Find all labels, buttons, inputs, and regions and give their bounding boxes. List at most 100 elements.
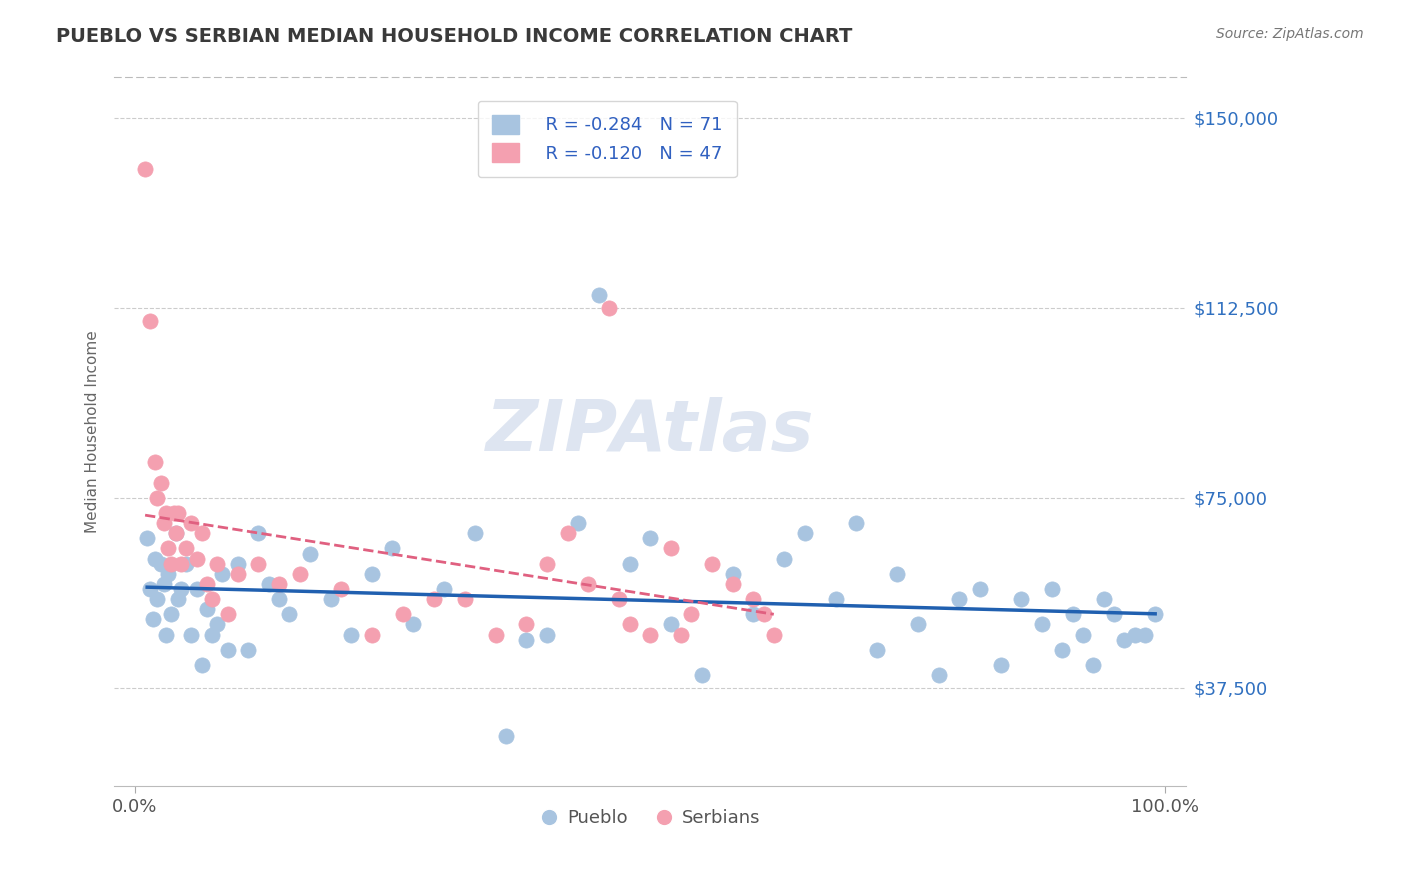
Point [536,557,558,571]
Point [391,607,413,622]
Point [269,592,291,607]
Point [619,617,641,632]
Point [1062,607,1084,622]
Point [139,582,162,596]
Point [180,627,202,641]
Text: PUEBLO VS SERBIAN MEDIAN HOUSEHOLD INCOME CORRELATION CHART: PUEBLO VS SERBIAN MEDIAN HOUSEHOLD INCOM… [56,27,852,45]
Point [464,526,486,541]
Point [659,617,682,632]
Point [152,516,174,530]
Point [186,551,208,566]
Point [207,557,229,571]
Point [145,551,167,566]
Point [191,657,214,672]
Point [824,592,846,607]
Point [247,557,270,571]
Point [402,617,425,632]
Y-axis label: Median Household Income: Median Household Income [86,331,100,533]
Point [607,592,630,607]
Point [990,657,1012,672]
Point [515,617,537,632]
Point [1102,607,1125,622]
Point [681,607,703,622]
Point [762,627,785,641]
Point [201,627,224,641]
Point [742,592,765,607]
Point [381,541,404,556]
Point [907,617,929,632]
Point [257,577,280,591]
Point [1083,657,1105,672]
Point [180,516,202,530]
Point [1010,592,1032,607]
Point [155,506,177,520]
Point [149,475,172,490]
Point [721,566,744,581]
Point [165,526,187,541]
Point [433,582,456,596]
Point [226,557,249,571]
Point [195,577,218,591]
Point [167,506,190,520]
Point [155,627,177,641]
Point [226,566,249,581]
Point [170,557,193,571]
Point [165,526,187,541]
Point [360,627,382,641]
Point [146,491,169,505]
Point [742,607,765,622]
Point [638,531,661,545]
Point [1092,592,1115,607]
Point [269,577,291,591]
Point [176,541,198,556]
Point [288,566,311,581]
Point [149,557,172,571]
Point [845,516,868,530]
Point [752,607,775,622]
Point [142,612,165,626]
Point [484,627,506,641]
Point [1052,642,1074,657]
Point [156,541,179,556]
Point [201,592,224,607]
Point [278,607,301,622]
Point [690,668,713,682]
Point [238,642,260,657]
Point [247,526,270,541]
Point [1040,582,1063,596]
Point [567,516,589,530]
Point [152,577,174,591]
Point [298,547,321,561]
Text: ZIPAtlas: ZIPAtlas [486,398,814,467]
Point [576,577,599,591]
Point [659,541,682,556]
Point [536,627,558,641]
Point [886,566,908,581]
Point [160,557,183,571]
Text: Source: ZipAtlas.com: Source: ZipAtlas.com [1216,27,1364,41]
Point [207,617,229,632]
Point [170,582,193,596]
Point [948,592,970,607]
Point [163,506,186,520]
Point [319,592,342,607]
Point [422,592,444,607]
Point [1133,627,1156,641]
Point [360,566,382,581]
Point [700,557,723,571]
Point [136,531,159,545]
Point [139,313,162,327]
Point [557,526,579,541]
Point [1031,617,1053,632]
Point [1114,632,1136,647]
Point [669,627,692,641]
Point [453,592,475,607]
Point [211,566,233,581]
Point [191,526,214,541]
Point [969,582,991,596]
Point [195,602,218,616]
Point [928,668,950,682]
Point [176,557,198,571]
Point [773,551,796,566]
Point [721,577,744,591]
